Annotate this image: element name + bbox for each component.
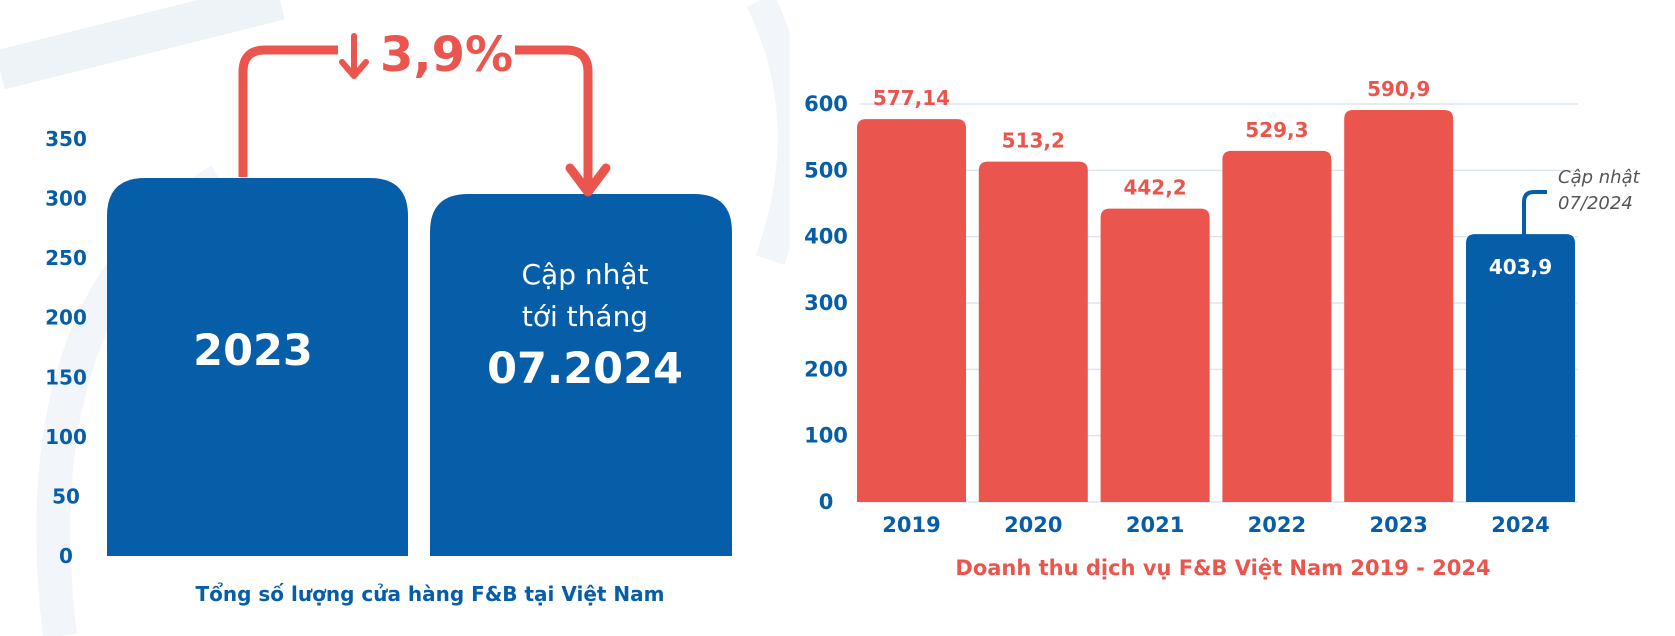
y-tick-label: 300	[804, 291, 848, 315]
y-tick-label: 50	[52, 484, 80, 508]
x-tick-label: 2021	[1126, 513, 1184, 537]
bar-2024	[430, 194, 732, 556]
y-tick-label: 300	[45, 187, 87, 211]
change-percent: 3,9%	[380, 27, 513, 83]
change-connector-right	[515, 45, 593, 188]
y-tick-label: 250	[45, 246, 87, 270]
x-tick-label: 2024	[1491, 513, 1549, 537]
y-tick-label: 100	[45, 425, 87, 449]
bar-2024	[1466, 234, 1575, 503]
y-tick-label: 500	[804, 158, 848, 182]
arrow-down-icon	[565, 163, 611, 197]
x-tick-label: 2022	[1248, 513, 1306, 537]
value-label-2019: 577,14	[873, 86, 950, 110]
y-tick-label: 0	[819, 490, 834, 514]
value-label-2022: 529,3	[1245, 118, 1308, 142]
decrease-arrow-head-icon	[339, 59, 369, 79]
bar-label-2023: 2023	[193, 326, 313, 376]
background-swoosh	[0, 0, 285, 90]
y-tick-label: 100	[804, 424, 848, 448]
value-labels: 577,14 513,2 442,2 529,3 590,9 403,9	[873, 77, 1552, 279]
y-axis: 0 100 200 300 400 500 600	[804, 92, 848, 514]
bar-2021	[1100, 208, 1210, 502]
bar-2023	[107, 178, 408, 556]
bar-2022	[1222, 150, 1332, 503]
value-label-2024: 403,9	[1489, 255, 1552, 279]
revenue-chart: 0 100 200 300 400 500 600 577,14 513,2 442,2 529,…	[804, 77, 1641, 580]
y-tick-label: 350	[45, 127, 87, 151]
y-tick-label: 200	[804, 357, 848, 381]
value-label-2023: 590,9	[1367, 77, 1430, 101]
x-tick-label: 2019	[882, 513, 940, 537]
y-tick-label: 150	[45, 365, 87, 389]
update-note-connector	[1522, 190, 1547, 235]
change-connector-left	[238, 45, 338, 177]
bar-label-update-line2: tới tháng	[522, 300, 648, 333]
background-swoosh	[746, 0, 790, 266]
x-tick-label: 2023	[1369, 513, 1427, 537]
y-tick-label: 400	[804, 225, 848, 249]
value-label-2020: 513,2	[1002, 129, 1065, 153]
bar-2019	[857, 119, 966, 502]
x-tick-label: 2020	[1004, 513, 1062, 537]
bar-label-2024: 07.2024	[487, 344, 683, 394]
value-label-2021: 442,2	[1123, 176, 1186, 200]
y-tick-label: 0	[59, 544, 73, 568]
store-count-chart: 0 50 100 150 200 250 300 350 2023 Cập nhật tới …	[0, 0, 790, 636]
x-axis: 2019 2020 2021 2022 2023 2024	[882, 513, 1549, 537]
chart-title-right: Doanh thu dịch vụ F&B Việt Nam 2019 - 20…	[955, 556, 1490, 580]
bar-label-update-line1: Cập nhật	[521, 258, 648, 291]
bar-2023	[1344, 110, 1454, 503]
update-note-line2: 07/2024	[1558, 193, 1633, 214]
chart-title-left: Tổng số lượng cửa hàng F&B tại Việt Nam	[196, 582, 665, 606]
update-note-line1: Cập nhật	[1558, 167, 1641, 188]
bars	[857, 110, 1575, 503]
y-tick-label: 200	[45, 306, 87, 330]
bar-2020	[978, 161, 1088, 502]
y-tick-label: 600	[804, 92, 848, 116]
y-axis: 0 50 100 150 200 250 300 350	[45, 127, 87, 568]
